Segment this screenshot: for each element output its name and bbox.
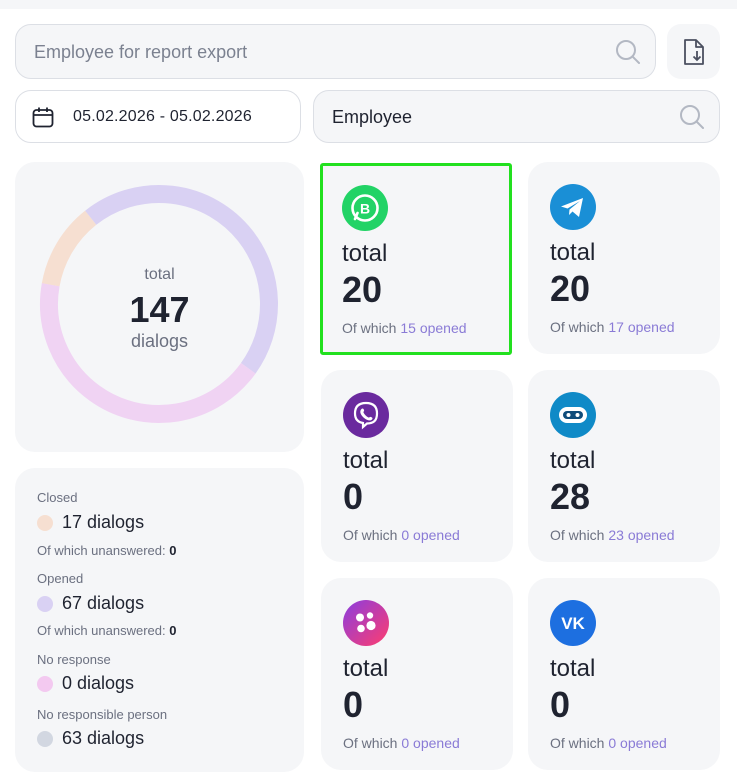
channel-card-viber[interactable]: total 0 Of which 0 opened [321, 370, 513, 562]
dialogs-summary-card: total 147 dialogs [15, 162, 304, 452]
vk-icon: VK [550, 600, 596, 646]
channel-opened-text: Of which 0 opened [343, 735, 460, 751]
channel-total-value: 0 [550, 684, 571, 725]
channel-total-value: 0 [343, 476, 364, 517]
legend-closed-value: 17 dialogs [37, 512, 144, 533]
channel-total-label: total [550, 239, 596, 266]
legend-closed-category: Closed [37, 490, 78, 505]
calendar-icon [32, 107, 54, 133]
channel-total-value: 0 [343, 684, 364, 725]
search-icon[interactable] [615, 39, 641, 70]
svg-text:VK: VK [561, 614, 585, 633]
legend-no-responsible-count: 63 dialogs [62, 728, 145, 748]
channel-card-bot[interactable]: total 28 Of which 23 opened [528, 370, 720, 562]
legend-no-response-count: 0 dialogs [62, 673, 135, 693]
viber-icon [343, 392, 389, 438]
legend-closed-unanswered: Of which unanswered: 0 [37, 543, 176, 558]
unanswered-label: Of which unanswered: [37, 623, 166, 638]
channel-card-whatsapp-business[interactable]: B total 20 Of which 15 opened [320, 163, 512, 355]
export-report-button[interactable] [667, 24, 720, 79]
channel-total-label: total [343, 447, 389, 474]
channel-total-label: total [342, 240, 388, 267]
whatsapp-business-icon: B [342, 185, 388, 231]
channel-total-label: total [343, 655, 389, 682]
legend-opened-count: 67 dialogs [62, 593, 145, 613]
channel-opened-text: Of which 0 opened [343, 527, 460, 543]
bot-icon [550, 392, 596, 438]
chat-widget-icon [343, 600, 389, 646]
report-export-search-input[interactable]: Employee for report export [15, 24, 656, 79]
file-download-icon [684, 39, 704, 65]
legend-closed-count: 17 dialogs [62, 512, 145, 532]
dialogs-donut-chart [39, 185, 278, 423]
employee-placeholder: Employee [332, 107, 413, 127]
legend-no-response-category: No response [37, 652, 111, 667]
legend-opened-unanswered: Of which unanswered: 0 [37, 623, 176, 638]
search-placeholder: Employee for report export [34, 42, 248, 62]
summary-label-bottom: dialogs [130, 331, 189, 351]
legend-no-responsible-dot [37, 730, 53, 747]
donut-segment-no-responsible-person [40, 185, 278, 423]
dialogs-legend-card: Closed 17 dialogs Of which unanswered: 0… [15, 468, 304, 772]
date-range-value: 05.02.2026 - 05.02.2026 [73, 108, 252, 125]
legend-opened-value: 67 dialogs [37, 593, 144, 614]
legend-no-responsible-category: No responsible person [37, 707, 168, 722]
summary-label-top: total [144, 266, 175, 283]
unanswered-label: Of which unanswered: [37, 543, 166, 558]
channel-total-value: 20 [342, 269, 383, 310]
legend-opened-category: Opened [37, 571, 84, 586]
channel-card-chat-widget[interactable]: total 0 Of which 0 opened [321, 578, 513, 770]
legend-opened-dot [37, 595, 53, 612]
unanswered-value: 0 [169, 543, 177, 558]
channel-opened-text: Of which 17 opened [550, 319, 675, 335]
channel-total-label: total [550, 447, 596, 474]
telegram-icon [550, 184, 596, 230]
legend-no-response-value: 0 dialogs [37, 673, 134, 694]
top-strip [0, 0, 737, 9]
channel-total-label: total [550, 655, 596, 682]
channel-opened-text: Of which 15 opened [342, 320, 467, 336]
channel-total-value: 28 [550, 476, 591, 517]
date-range-picker[interactable]: 05.02.2026 - 05.02.2026 [15, 90, 301, 143]
legend-closed-dot [37, 514, 53, 531]
summary-total: 147 [129, 289, 190, 330]
channel-total-value: 20 [550, 268, 591, 309]
search-icon[interactable] [679, 104, 705, 135]
channel-card-vk[interactable]: VK total 0 Of which 0 opened [528, 578, 720, 770]
unanswered-value: 0 [169, 623, 177, 638]
channel-opened-text: Of which 0 opened [550, 735, 667, 751]
employee-search-input[interactable]: Employee [313, 90, 720, 143]
legend-no-responsible-value: 63 dialogs [37, 728, 144, 749]
channel-card-telegram[interactable]: total 20 Of which 17 opened [528, 162, 720, 354]
legend-no-response-dot [37, 675, 53, 692]
svg-text:B: B [360, 201, 370, 217]
channel-opened-text: Of which 23 opened [550, 527, 675, 543]
